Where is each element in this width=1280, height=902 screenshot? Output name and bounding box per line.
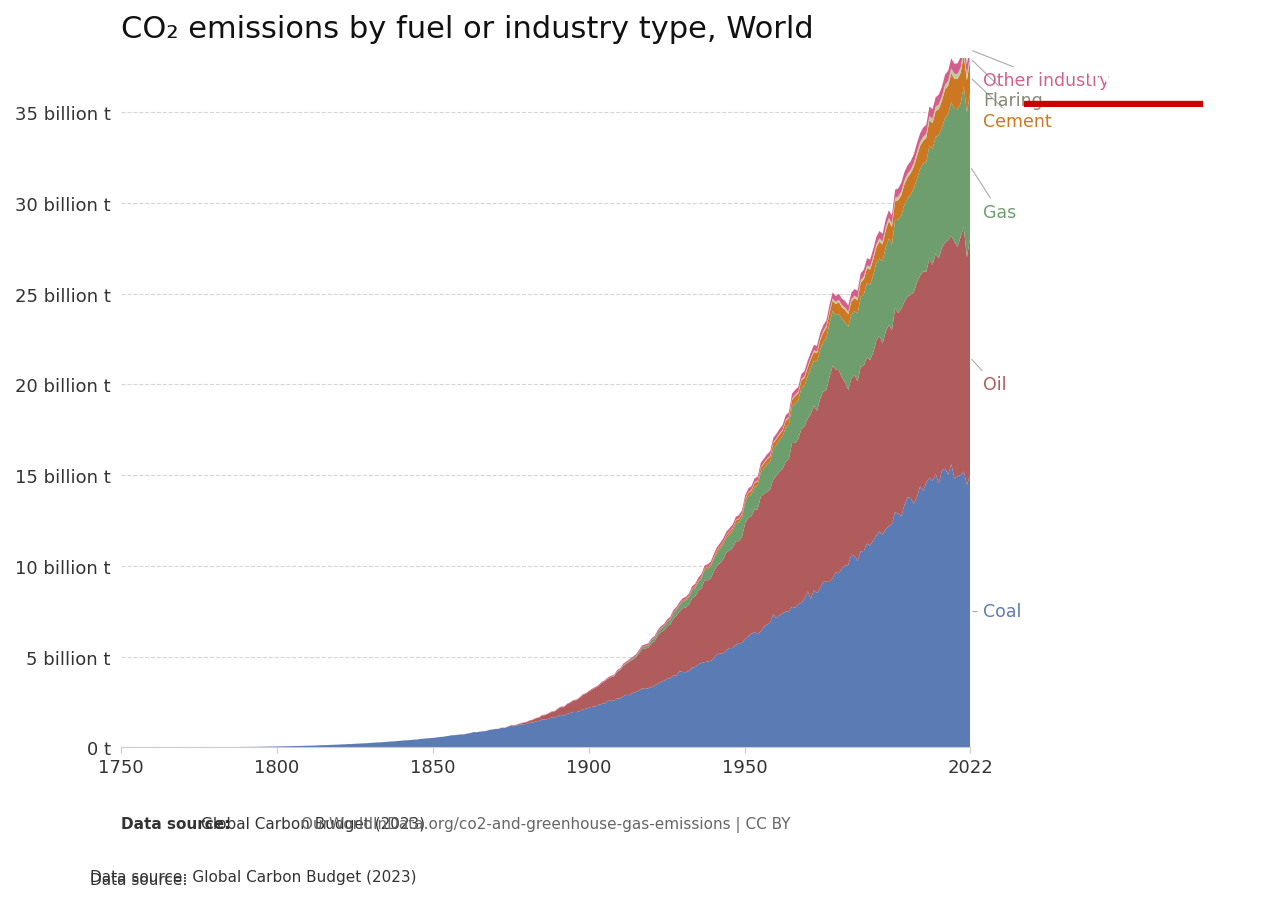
Text: Our World
in Data: Our World in Data <box>1070 51 1157 85</box>
Text: Data source: Global Carbon Budget (2023): Data source: Global Carbon Budget (2023) <box>90 869 416 884</box>
Text: Other industry: Other industry <box>973 51 1110 89</box>
Text: Flaring: Flaring <box>972 61 1042 109</box>
Text: Oil: Oil <box>972 360 1006 394</box>
Text: OurWorldInData.org/co2-and-greenhouse-gas-emissions | CC BY: OurWorldInData.org/co2-and-greenhouse-ga… <box>301 816 790 833</box>
Text: CO₂ emissions by fuel or industry type, World: CO₂ emissions by fuel or industry type, … <box>120 15 813 44</box>
Bar <box>1024 102 1203 108</box>
Text: Global Carbon Budget (2023): Global Carbon Budget (2023) <box>201 816 425 832</box>
Text: Data source:: Data source: <box>90 872 192 887</box>
Text: Gas: Gas <box>972 170 1016 222</box>
Text: Data source:: Data source: <box>120 816 236 832</box>
Text: Coal: Coal <box>973 603 1021 621</box>
Text: Cement: Cement <box>972 80 1051 131</box>
